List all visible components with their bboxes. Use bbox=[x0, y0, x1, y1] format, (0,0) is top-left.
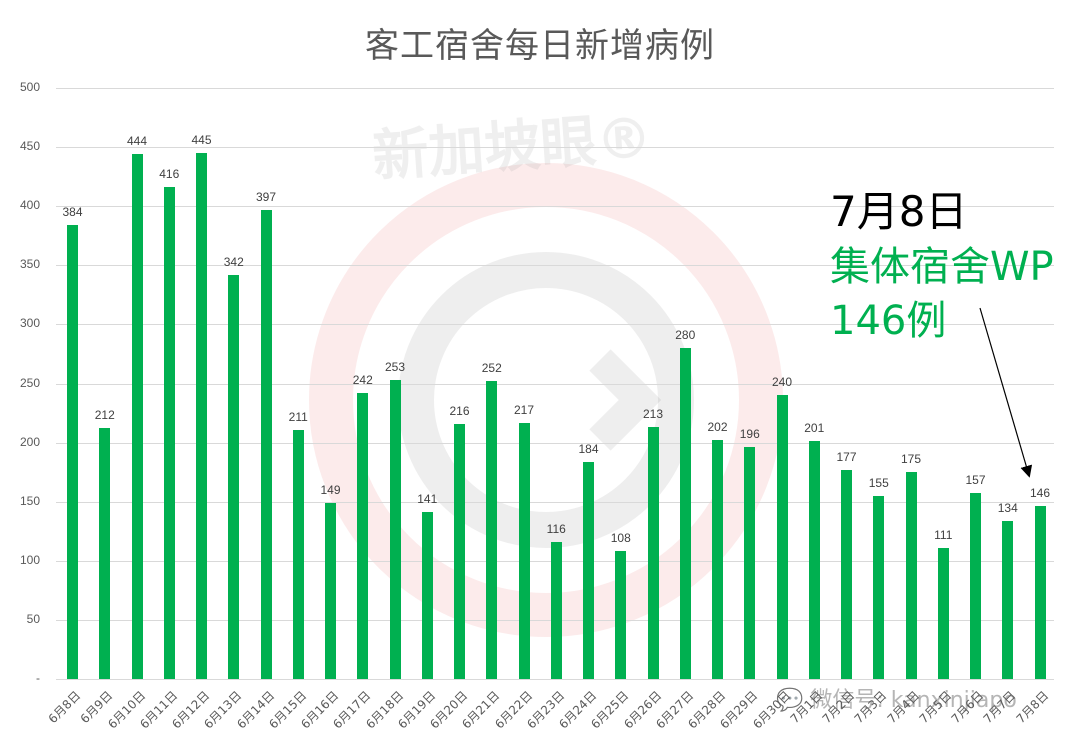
gridline bbox=[56, 206, 1054, 208]
annotation-case-count: 146例 bbox=[830, 298, 947, 344]
bar-value-label: 445 bbox=[191, 133, 212, 147]
bar bbox=[1002, 520, 1014, 679]
gridline bbox=[56, 324, 1054, 326]
bar bbox=[196, 153, 207, 679]
bar bbox=[615, 551, 627, 679]
bar bbox=[776, 395, 788, 679]
bar bbox=[712, 440, 723, 679]
chart-title: 客工宿舍每日新增病例 bbox=[365, 26, 715, 66]
bar-value-label: 211 bbox=[288, 409, 308, 424]
y-tick-label: 200 bbox=[19, 434, 40, 449]
gridline bbox=[56, 147, 1054, 149]
bar bbox=[421, 512, 433, 679]
gridline bbox=[56, 501, 1054, 503]
bar-value-label: 175 bbox=[900, 452, 922, 467]
bar-value-label: 141 bbox=[417, 492, 438, 507]
bar-value-label: 252 bbox=[481, 361, 502, 376]
bar bbox=[67, 225, 78, 679]
bar bbox=[841, 469, 852, 679]
bar bbox=[163, 187, 175, 679]
bar-value-label: 280 bbox=[675, 328, 696, 343]
bar bbox=[325, 502, 336, 679]
y-tick-label: 300 bbox=[19, 316, 40, 331]
y-tick-label: 150 bbox=[19, 493, 40, 508]
y-tick-label: 250 bbox=[19, 375, 40, 390]
gridline bbox=[56, 265, 1054, 267]
bar bbox=[647, 427, 659, 679]
bar bbox=[583, 461, 594, 679]
gridline bbox=[56, 88, 1054, 89]
gridline bbox=[56, 679, 1054, 680]
bar bbox=[131, 154, 143, 679]
y-tick-label: 100 bbox=[19, 552, 40, 567]
bar-value-label: 342 bbox=[223, 254, 244, 269]
bar bbox=[550, 541, 562, 679]
bar bbox=[389, 379, 401, 679]
bar-value-label: 416 bbox=[159, 167, 180, 182]
bar-value-label: 116 bbox=[546, 521, 566, 536]
bar-value-label: 384 bbox=[62, 205, 83, 220]
bar-value-label: 202 bbox=[707, 420, 728, 435]
bar bbox=[486, 381, 498, 679]
bar-value-label: 397 bbox=[255, 189, 277, 204]
bar-value-label: 134 bbox=[997, 500, 1018, 515]
bar-value-label: 242 bbox=[352, 372, 373, 387]
y-tick-label: 450 bbox=[19, 139, 40, 154]
bar bbox=[454, 423, 465, 679]
y-tick-label: - bbox=[36, 671, 40, 685]
bar-value-label: 196 bbox=[739, 427, 760, 442]
bar-value-label: 212 bbox=[94, 408, 115, 423]
bar bbox=[808, 441, 820, 679]
bar-value-label: 157 bbox=[965, 473, 986, 488]
bar-value-label: 213 bbox=[642, 407, 664, 422]
gridline bbox=[56, 383, 1054, 385]
bar bbox=[518, 422, 530, 679]
bar-value-label: 184 bbox=[578, 441, 599, 456]
bar-value-label: 444 bbox=[126, 134, 148, 149]
bar bbox=[744, 447, 756, 679]
bar bbox=[873, 495, 885, 679]
bar bbox=[292, 429, 304, 679]
bar bbox=[260, 209, 272, 679]
bar-value-label: 111 bbox=[934, 527, 953, 542]
bar bbox=[357, 392, 369, 679]
annotation-date: 7月8日 bbox=[830, 187, 968, 236]
y-tick-label: 350 bbox=[19, 257, 40, 272]
bar-value-label: 216 bbox=[449, 403, 470, 418]
bar-value-label: 149 bbox=[320, 482, 341, 497]
bar bbox=[970, 493, 981, 679]
y-tick-label: 50 bbox=[26, 611, 40, 626]
bar-value-label: 240 bbox=[771, 375, 793, 390]
bar-value-label: 177 bbox=[836, 449, 857, 464]
bar-value-label: 201 bbox=[804, 421, 825, 436]
gridline bbox=[56, 442, 1054, 444]
bar-value-label: 155 bbox=[868, 475, 889, 490]
bar bbox=[228, 274, 240, 679]
y-tick-label: 500 bbox=[19, 80, 40, 94]
footer-watermark: 💬 微信号: kanxinjiapo bbox=[776, 688, 1017, 713]
y-tick-label: 400 bbox=[19, 198, 40, 213]
bar bbox=[99, 428, 111, 679]
bar-value-label: 108 bbox=[610, 531, 631, 546]
bar bbox=[937, 547, 949, 679]
annotation-dorm-label: 集体宿舍WP bbox=[830, 244, 1054, 290]
plot-area: - 50 100 150 200 250 300 350 400 450 500 384 212 444 4… bbox=[20, 80, 1054, 685]
bar-value-label: 146 bbox=[1029, 486, 1051, 501]
bar-value-label: 217 bbox=[513, 402, 535, 417]
bar bbox=[679, 348, 691, 679]
bar-value-label: 253 bbox=[384, 359, 406, 374]
bar bbox=[1034, 506, 1046, 679]
wechat-icon: 💬 bbox=[776, 688, 811, 713]
bar bbox=[905, 472, 917, 679]
